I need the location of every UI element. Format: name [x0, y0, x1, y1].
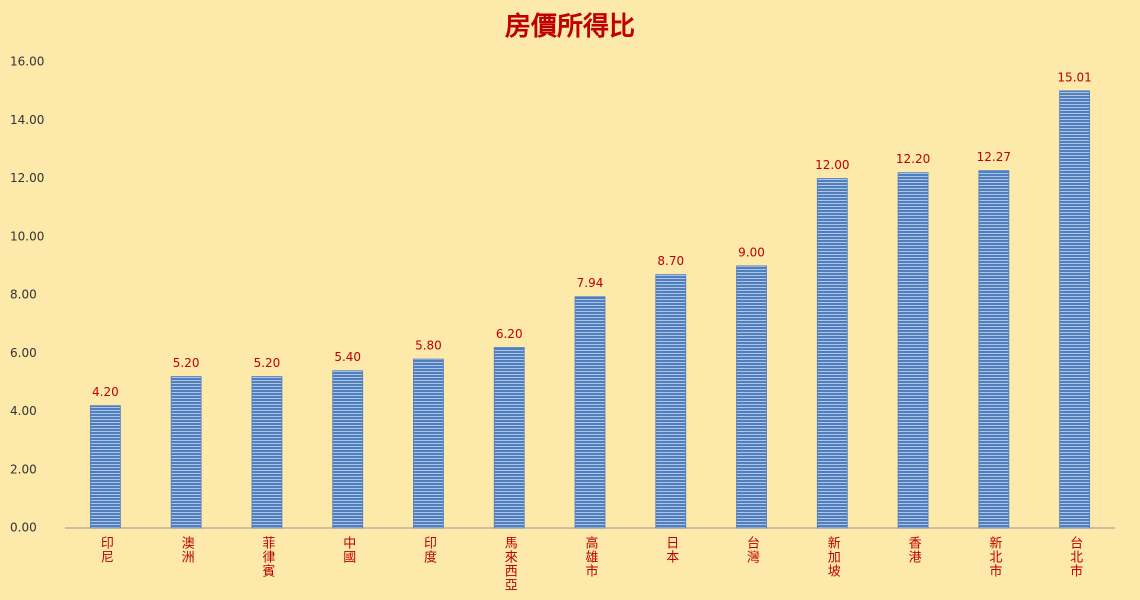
y-tick-label: 8.00 [10, 288, 37, 302]
y-tick-label: 4.00 [10, 404, 37, 418]
bar [332, 370, 364, 529]
x-tick-label: 新北市 [986, 535, 1002, 578]
value-label: 5.20 [173, 356, 200, 370]
value-label: 8.70 [657, 254, 684, 268]
value-label: 12.27 [977, 150, 1011, 164]
y-tick-label: 16.00 [10, 55, 44, 69]
value-label: 5.80 [415, 339, 442, 353]
x-tick-label: 中國 [340, 536, 355, 564]
x-tick-label: 菲律賓 [259, 536, 275, 578]
x-tick-label: 澳洲 [179, 535, 195, 564]
x-tick-label: 台灣 [744, 536, 760, 564]
y-tick-label: 2.00 [10, 462, 37, 476]
bar [978, 170, 1010, 529]
bar [655, 274, 687, 529]
bar [413, 358, 444, 529]
value-label: 5.40 [334, 350, 361, 364]
value-label: 7.94 [577, 276, 604, 290]
value-label: 9.00 [738, 245, 765, 259]
bar [574, 296, 606, 529]
value-label: 5.20 [254, 356, 281, 370]
bar [170, 376, 202, 529]
bar [89, 405, 121, 529]
x-tick-label: 印尼 [98, 536, 114, 564]
y-tick-label: 12.00 [10, 171, 44, 185]
y-tick-label: 0.00 [10, 521, 37, 535]
chart-title: 房價所得比 [505, 12, 635, 42]
bar [1059, 90, 1091, 529]
value-label: 6.20 [496, 327, 523, 341]
x-tick-label: 日本 [663, 536, 679, 564]
x-tick-label: 台北市 [1067, 536, 1083, 578]
x-tick-label: 馬來西亞 [502, 536, 518, 592]
bar [816, 178, 848, 529]
x-tick-label: 高雄市 [583, 535, 599, 578]
bar [736, 265, 767, 529]
bar [251, 376, 283, 529]
value-label: 15.01 [1057, 70, 1091, 84]
x-tick-label: 新加坡 [825, 535, 841, 578]
x-tick-label: 印度 [421, 536, 437, 564]
bar [493, 347, 525, 529]
x-tick-label: 香港 [906, 536, 922, 564]
y-tick-label: 6.00 [10, 346, 37, 360]
value-label: 4.20 [92, 385, 119, 399]
bar [897, 172, 929, 529]
value-label: 12.00 [815, 158, 849, 172]
value-label: 12.20 [896, 152, 930, 166]
y-tick-label: 10.00 [10, 229, 44, 243]
y-tick-label: 14.00 [10, 113, 44, 127]
